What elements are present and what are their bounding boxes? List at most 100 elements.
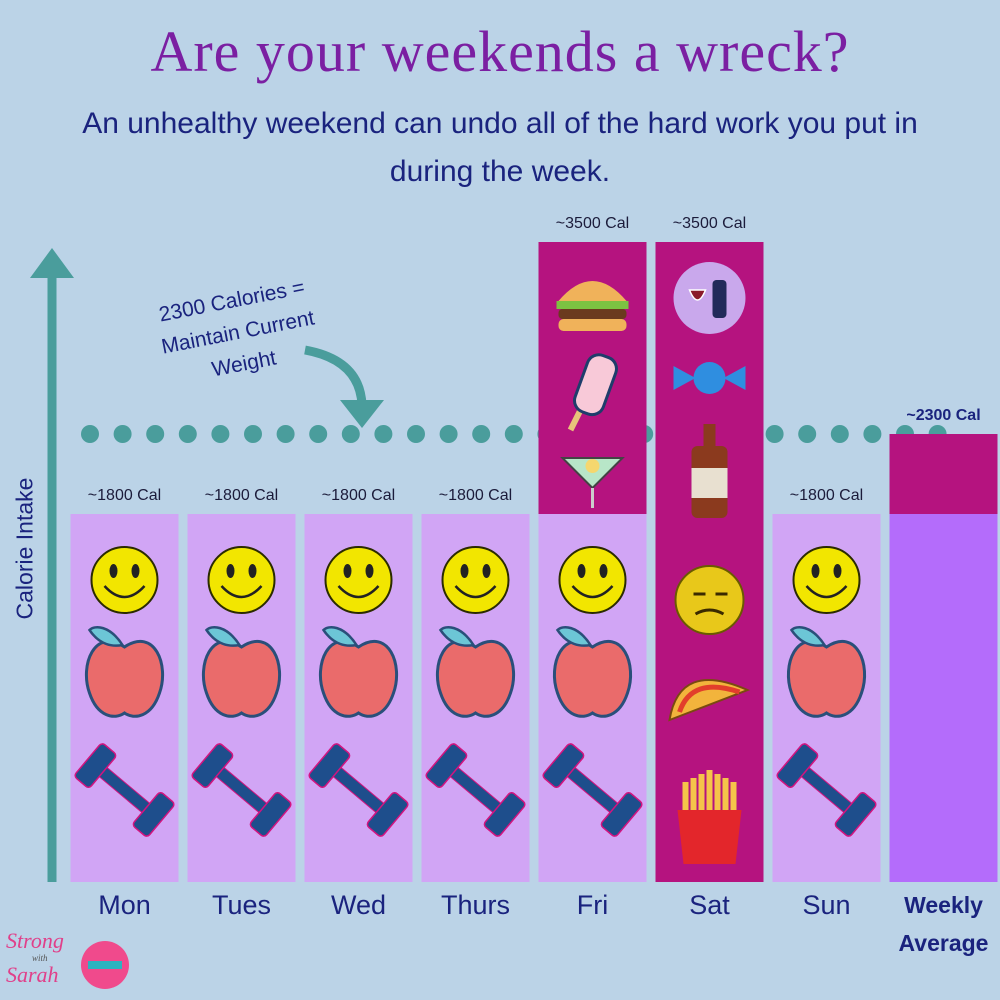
smiley-mouth: [103, 585, 146, 599]
bar-base: [889, 514, 998, 882]
bun: [558, 281, 627, 301]
taco-fill: [677, 684, 741, 713]
reference-dot: [504, 425, 523, 443]
reference-dot: [863, 425, 882, 443]
smiley-mouth: [220, 585, 263, 599]
smiley-icon: [441, 546, 510, 614]
reference-dot: [765, 425, 784, 443]
label: [691, 468, 728, 498]
smiley-eye: [343, 564, 352, 578]
logo-text: Strong: [6, 928, 64, 953]
y-axis-arrowhead: [30, 248, 74, 278]
logo-dumbbell: [88, 961, 122, 969]
apple-icon: [84, 626, 165, 718]
apple-icon: [786, 626, 867, 718]
smiley-eye: [131, 564, 140, 578]
dumbbell-weight: [542, 743, 585, 788]
apple-leaf: [789, 626, 827, 647]
dumbbell-icon: [191, 743, 292, 837]
smiley-face: [792, 546, 861, 614]
dumbbell-icon: [74, 743, 175, 837]
dumbbell-icon: [776, 743, 877, 837]
value-label: ~2300 Cal: [906, 407, 980, 424]
dumbbell-weight: [776, 743, 819, 788]
smiley-eye: [460, 564, 469, 578]
x-tick-label: Tues: [211, 890, 272, 920]
smiley-mouth: [805, 585, 848, 599]
reference-dot: [309, 425, 328, 443]
smiley-eye: [482, 564, 491, 578]
reference-dot: [146, 425, 165, 443]
apple-icon: [435, 626, 516, 718]
candy-wrap: [723, 366, 746, 390]
smiley-eye: [599, 564, 608, 578]
apple-leaf: [555, 626, 593, 647]
wine-icon: [673, 262, 746, 334]
lettuce: [556, 301, 629, 309]
annotation-arrow: [304, 345, 367, 406]
reference-dot: [81, 425, 99, 443]
value-label: ~3500 Cal: [673, 215, 746, 232]
beer-icon: [691, 424, 728, 518]
dumbbell-weight: [74, 743, 117, 788]
sick-mouth: [694, 608, 725, 616]
dumbbell-weight: [308, 743, 351, 788]
burger-icon: [556, 281, 629, 331]
dumbbell-weight: [249, 792, 292, 837]
reference-dot: [439, 425, 458, 443]
apple-leaf: [87, 626, 125, 647]
wineglass: [688, 289, 707, 301]
dumbbell-weight: [132, 792, 175, 837]
x-tick-label: Mon: [98, 890, 151, 920]
logo-text: Sarah: [6, 962, 59, 987]
apple-leaf: [438, 626, 476, 647]
reference-dot: [178, 425, 197, 443]
apple-body: [552, 639, 633, 718]
reference-dot: [341, 425, 360, 443]
reference-dot: [407, 425, 425, 443]
value-label: ~1800 Cal: [322, 487, 395, 504]
value-label: ~3500 Cal: [556, 215, 629, 232]
reference-dot: [244, 425, 262, 443]
apple-icon: [318, 626, 399, 718]
popsicle-icon: [567, 353, 618, 432]
apple-icon: [552, 626, 633, 718]
x-tick-label: Sun: [802, 890, 851, 920]
wine-bg: [673, 262, 746, 334]
reference-dot: [374, 425, 393, 443]
apple-body: [435, 639, 516, 718]
fries-box: [677, 810, 742, 864]
smiley-icon: [792, 546, 861, 614]
reference-dot: [211, 425, 230, 443]
fry: [714, 774, 721, 818]
annotation-arrowhead: [340, 400, 384, 428]
reference-dot: [113, 425, 132, 443]
stick: [567, 408, 584, 432]
smiley-face: [441, 546, 510, 614]
dumbbell-weight: [600, 792, 643, 837]
apple-leaf: [204, 626, 242, 647]
fry: [690, 778, 697, 822]
apple-body: [786, 639, 867, 718]
smiley-eye: [577, 564, 586, 578]
garnish: [585, 459, 600, 473]
cocktail-icon: [560, 457, 625, 508]
dumbbell-icon: [425, 743, 526, 837]
fry: [730, 782, 737, 826]
dumbbell-icon: [542, 743, 643, 837]
value-label: ~1800 Cal: [88, 487, 161, 504]
smiley-icon: [90, 546, 159, 614]
reference-dot: [830, 425, 849, 443]
value-label: ~1800 Cal: [205, 487, 278, 504]
candy-icon: [673, 362, 746, 394]
smiley-face: [207, 546, 276, 614]
logo: Strong with Sarah: [6, 928, 86, 988]
value-label: ~1800 Cal: [439, 487, 512, 504]
smiley-eye: [226, 564, 235, 578]
dumbbell-weight: [834, 792, 877, 837]
patty: [558, 309, 627, 319]
pop: [573, 353, 618, 417]
reference-dot: [276, 425, 295, 443]
smiley-icon: [324, 546, 393, 614]
